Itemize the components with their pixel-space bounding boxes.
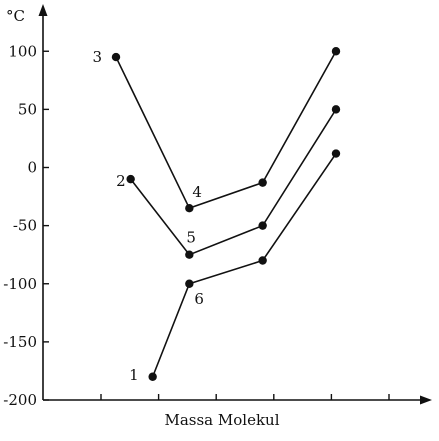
y-tick-label: -200 [3,391,37,409]
data-point [331,149,341,158]
data-point [258,221,267,230]
series-group: 3 4 2 5 1 6 [92,47,341,384]
y-axis-arrowhead [38,4,48,16]
data-point [258,256,267,265]
data-point [331,47,341,56]
y-tick-label: 100 [8,42,37,60]
axes [38,4,432,405]
point-label: 5 [186,229,196,247]
y-ticks: 100 50 0 -50 -100 -150 -200 [3,42,49,409]
x-axis-label: Massa Molekul [164,411,279,429]
series-line-3 [151,153,337,378]
x-axis-arrowhead [420,395,432,405]
y-axis-label: °C [6,7,25,25]
data-point [258,178,267,187]
y-tick-label: 0 [27,159,37,177]
y-tick-label: -150 [3,333,37,351]
y-tick-label: 50 [18,100,37,118]
series-line-1 [115,50,337,210]
point-label: 6 [194,290,204,308]
data-point [185,250,194,259]
y-tick-label: -100 [3,275,37,293]
data-point [185,203,194,213]
y-tick-label: -50 [13,217,37,235]
point-label: 3 [92,48,102,66]
data-point [185,279,194,288]
x-ticks [100,394,390,400]
point-label: 1 [129,366,139,384]
data-point [111,52,121,62]
point-label: 4 [192,183,202,201]
data-point [126,174,135,184]
data-point [331,105,341,114]
series-line-2 [130,108,337,256]
data-point [148,372,157,381]
point-label: 2 [116,172,126,190]
